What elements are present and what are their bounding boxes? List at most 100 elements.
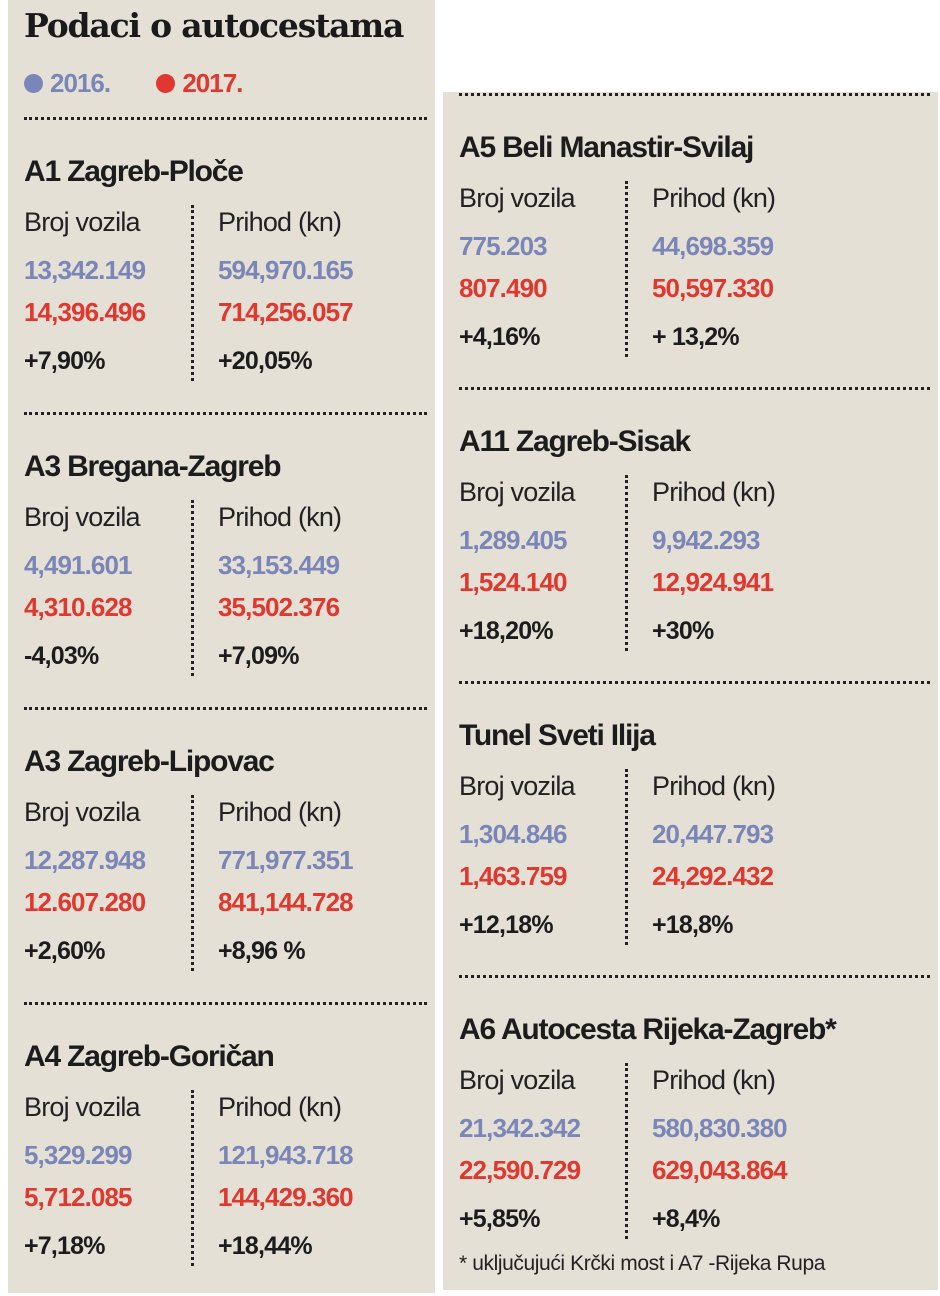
revenue-label: Prihod (kn) bbox=[218, 207, 342, 237]
vehicles-2016: 4,491.601 bbox=[24, 550, 132, 580]
vehicles-label: Broj vozila bbox=[24, 797, 141, 827]
section-divider bbox=[24, 117, 427, 120]
route-name: A11 Zagreb-Sisak bbox=[459, 425, 691, 458]
revenue-change: +7,09% bbox=[218, 642, 299, 670]
revenue-2016: 121,943.718 bbox=[218, 1140, 354, 1170]
section-divider bbox=[24, 412, 427, 415]
vehicles-change: +2,60% bbox=[24, 937, 105, 965]
vehicles-2017: 14,396.496 bbox=[24, 297, 146, 327]
route-section: A5 Beli Manastir-Svilaj Broj vozila Prihod… bbox=[443, 97, 938, 387]
revenue-2016: 580,830.380 bbox=[652, 1113, 788, 1143]
vehicles-2017: 5,712.085 bbox=[24, 1182, 132, 1212]
revenue-2016: 20,447.793 bbox=[652, 819, 774, 849]
left-panel: Podaci o autocestama 2016. 2017. A1 Zagr… bbox=[8, 0, 435, 1293]
vehicles-2016: 1,289.405 bbox=[459, 525, 567, 555]
vehicles-2016: 13,342.149 bbox=[24, 255, 146, 285]
vehicles-2016: 5,329.299 bbox=[24, 1140, 132, 1170]
column-divider bbox=[191, 500, 194, 676]
revenue-label: Prihod (kn) bbox=[218, 797, 342, 827]
vehicles-label: Broj vozila bbox=[24, 207, 141, 237]
route-name: A3 Zagreb-Lipovac bbox=[24, 745, 275, 778]
revenue-2017: 629,043.864 bbox=[652, 1155, 788, 1185]
vehicles-label: Broj vozila bbox=[459, 477, 576, 507]
vehicles-change: -4,03% bbox=[24, 642, 99, 670]
revenue-label: Prihod (kn) bbox=[218, 1092, 342, 1122]
column-divider bbox=[625, 181, 628, 357]
revenue-change: + 13,2% bbox=[652, 323, 740, 351]
route-name: A3 Bregana-Zagreb bbox=[24, 450, 282, 483]
route-section: A3 Bregana-Zagreb Broj vozila Prihod (kn) 4… bbox=[8, 416, 435, 706]
vehicles-change: +18,20% bbox=[459, 617, 554, 645]
vehicles-2016: 21,342.342 bbox=[459, 1113, 581, 1143]
vehicles-change: +7,90% bbox=[24, 347, 105, 375]
vehicles-2016: 775.203 bbox=[459, 231, 548, 261]
vehicles-2017: 12.607.280 bbox=[24, 887, 146, 917]
column-divider bbox=[625, 769, 628, 945]
section-divider bbox=[24, 707, 427, 710]
route-name: Tunel Sveti Ilija bbox=[459, 719, 656, 752]
vehicles-label: Broj vozila bbox=[24, 1092, 141, 1122]
legend-dot-icon bbox=[156, 74, 176, 93]
revenue-2017: 144,429.360 bbox=[218, 1182, 354, 1212]
revenue-change: +18,8% bbox=[652, 911, 733, 939]
revenue-label: Prihod (kn) bbox=[218, 502, 342, 532]
legend-dot-icon bbox=[24, 74, 43, 93]
vehicles-2017: 807.490 bbox=[459, 273, 548, 303]
route-name: A1 Zagreb-Ploče bbox=[24, 155, 244, 188]
vehicles-label: Broj vozila bbox=[459, 1065, 576, 1095]
legend-label: 2017. bbox=[182, 68, 243, 98]
revenue-2017: 12,924.941 bbox=[652, 567, 774, 597]
vehicles-change: +4,16% bbox=[459, 323, 540, 351]
legend-label: 2016. bbox=[50, 68, 111, 98]
vehicles-2017: 22,590.729 bbox=[459, 1155, 581, 1185]
revenue-change: +8,4% bbox=[652, 1205, 720, 1233]
page-title: Podaci o autocestama bbox=[24, 6, 404, 45]
vehicles-2016: 1,304.846 bbox=[459, 819, 567, 849]
vehicles-change: +5,85% bbox=[459, 1205, 540, 1233]
route-section: A4 Zagreb-Goričan Broj vozila Prihod (kn) 5… bbox=[8, 1006, 435, 1296]
revenue-label: Prihod (kn) bbox=[652, 1065, 776, 1095]
revenue-change: +20,05% bbox=[218, 347, 313, 375]
vehicles-2017: 1,524.140 bbox=[459, 567, 567, 597]
revenue-label: Prihod (kn) bbox=[652, 477, 776, 507]
vehicles-label: Broj vozila bbox=[459, 183, 576, 213]
route-section: A6 Autocesta Rijeka-Zagreb* Broj vozila Pr… bbox=[443, 979, 938, 1269]
revenue-2016: 771,977.351 bbox=[218, 845, 354, 875]
revenue-2017: 841,144.728 bbox=[218, 887, 354, 917]
revenue-label: Prihod (kn) bbox=[652, 183, 776, 213]
footnote: * uključujući Krčki most i A7 -Rijeka Ru… bbox=[459, 1252, 826, 1275]
vehicles-2017: 1,463.759 bbox=[459, 861, 567, 891]
route-section: A3 Zagreb-Lipovac Broj vozila Prihod (kn) 1… bbox=[8, 711, 435, 1001]
route-name: A5 Beli Manastir-Svilaj bbox=[459, 131, 754, 164]
section-divider bbox=[459, 93, 930, 96]
column-divider bbox=[191, 205, 194, 381]
revenue-2017: 24,292.432 bbox=[652, 861, 774, 891]
revenue-2017: 50,597.330 bbox=[652, 273, 774, 303]
route-name: A6 Autocesta Rijeka-Zagreb* bbox=[459, 1013, 837, 1046]
route-section: Tunel Sveti Ilija Broj vozila Prihod (kn) 1… bbox=[443, 685, 938, 975]
vehicles-change: +12,18% bbox=[459, 911, 554, 939]
legend-item-2016: 2016. bbox=[24, 68, 111, 99]
revenue-change: +8,96 % bbox=[218, 937, 306, 965]
revenue-2016: 594,970.165 bbox=[218, 255, 354, 285]
route-section: A11 Zagreb-Sisak Broj vozila Prihod (kn) 1,… bbox=[443, 391, 938, 681]
section-divider bbox=[24, 1002, 427, 1005]
revenue-2017: 35,502.376 bbox=[218, 592, 340, 622]
section-divider bbox=[459, 681, 930, 684]
section-divider bbox=[459, 387, 930, 390]
revenue-2016: 9,942.293 bbox=[652, 525, 760, 555]
revenue-2017: 714,256.057 bbox=[218, 297, 354, 327]
revenue-2016: 33,153.449 bbox=[218, 550, 340, 580]
vehicles-label: Broj vozila bbox=[459, 771, 576, 801]
legend: 2016. 2017. bbox=[24, 68, 282, 100]
revenue-change: +18,44% bbox=[218, 1232, 313, 1260]
vehicles-change: +7,18% bbox=[24, 1232, 105, 1260]
right-panel: * uključujući Krčki most i A7 -Rijeka Ru… bbox=[443, 92, 938, 1290]
vehicles-2016: 12,287.948 bbox=[24, 845, 146, 875]
column-divider bbox=[191, 1090, 194, 1266]
revenue-2016: 44,698.359 bbox=[652, 231, 774, 261]
column-divider bbox=[625, 1063, 628, 1239]
column-divider bbox=[625, 475, 628, 651]
vehicles-2017: 4,310.628 bbox=[24, 592, 132, 622]
legend-item-2017: 2017. bbox=[156, 68, 243, 99]
